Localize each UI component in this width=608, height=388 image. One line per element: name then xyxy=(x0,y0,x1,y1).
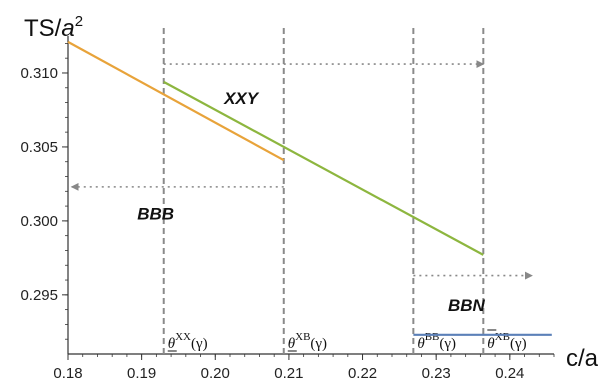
y-tick-label: 0.305 xyxy=(20,139,58,156)
x-tick-label: 0.24 xyxy=(495,365,524,382)
region-label: BBB xyxy=(137,204,174,223)
series-line-0 xyxy=(67,40,285,162)
y-tick-label: 0.300 xyxy=(20,213,58,230)
x-tick-label: 0.20 xyxy=(201,365,230,382)
y-axis-title: TS/a2 xyxy=(24,13,83,42)
x-tick-label: 0.21 xyxy=(274,365,303,382)
region-label: BBN xyxy=(448,296,486,315)
threshold-label: θXX(γ) xyxy=(168,331,208,352)
x-tick-label: 0.18 xyxy=(53,365,82,382)
region-label: XXY xyxy=(223,89,260,108)
plot-area: 0.18 0.19 0.20 0.21 0.22 0.23 0.24 0.295 0.300 0.… xyxy=(20,28,555,382)
y-tick-label: 0.295 xyxy=(20,287,58,304)
threshold-label: θXB(γ) xyxy=(288,331,327,352)
x-axis-title: c/a xyxy=(566,345,599,372)
x-tick-label: 0.19 xyxy=(127,365,156,382)
y-tick-label: 0.310 xyxy=(20,65,58,82)
x-tick-label: 0.22 xyxy=(348,365,377,382)
x-tick-label: 0.23 xyxy=(422,365,451,382)
series-line-1 xyxy=(163,80,484,256)
